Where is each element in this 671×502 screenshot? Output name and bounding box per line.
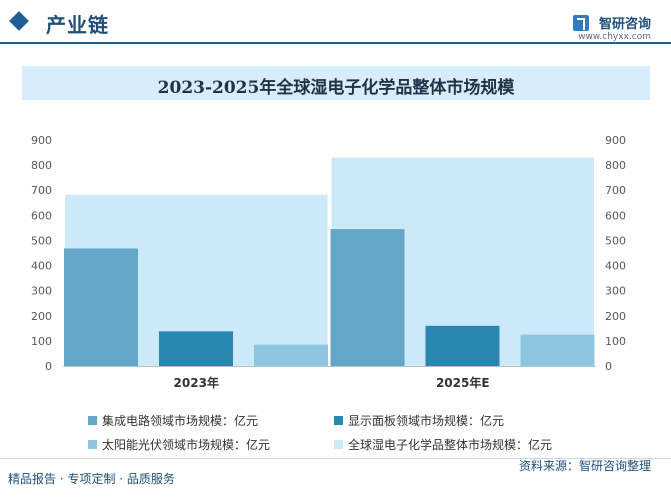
y-right-tick-label: 200 [605,310,626,323]
footer-source: 资料来源：智研咨询整理 [518,459,651,473]
legend-swatch [88,416,97,425]
legend-swatch [334,416,343,425]
y-right-tick-label: 300 [605,285,626,298]
legend-swatch [88,440,97,449]
legend-item: 太阳能光伏领域市场规模：亿元 [88,436,270,453]
footer-divider [0,458,671,459]
y-right-tick-label: 500 [605,234,626,247]
brand-url: www.chyxx.com [578,32,651,42]
bar-1 [159,331,233,366]
x-category-label: 2023年 [174,375,219,390]
header: 产业链 智研咨询 www.chyxx.com [0,0,671,48]
brand: 智研咨询 [572,12,651,32]
y-right-tick-label: 900 [605,134,626,147]
y-left-tick-label: 200 [31,310,52,323]
y-left-tick-label: 500 [31,234,52,247]
legend-item: 集成电路领域市场规模：亿元 [88,412,258,429]
footer-tagline: 精品报告 · 专项定制 · 品质服务 [8,472,175,486]
brand-name: 智研咨询 [598,17,651,32]
y-left-tick-label: 900 [31,134,52,147]
y-left-tick-label: 100 [31,335,52,348]
y-right-tick-label: 0 [605,360,612,373]
bar-chart: 0 100 200 300 400 500 600 700 800 900 0 100 200 300 40… [31,134,626,390]
y-left-tick-label: 300 [31,285,52,298]
brand-logo-icon [572,14,589,31]
y-right-tick-label: 700 [605,184,626,197]
legend-label: 太阳能光伏领域市场规模：亿元 [102,438,271,452]
bar-2 [520,334,595,366]
legend-label: 显示面板领域市场规模：亿元 [348,414,505,428]
bar-0 [64,248,138,366]
y-right-tick-label: 800 [605,159,626,172]
section-title: 产业链 [46,13,109,37]
bar-1 [425,325,500,366]
diamond-icon [9,11,29,31]
chart-title-band: 2023-2025年全球湿电子化学品整体市场规模 [22,66,650,100]
legend-item: 全球湿电子化学品整体市场规模：亿元 [334,436,552,453]
y-left-tick-label: 600 [31,209,52,222]
legend-label: 集成电路领域市场规模：亿元 [102,414,259,428]
x-category-label: 2025年E [436,375,490,390]
y-left-tick-label: 800 [31,159,52,172]
y-left-tick-label: 0 [45,360,52,373]
legend-swatch [334,440,343,449]
header-divider [0,42,671,44]
y-right-tick-label: 400 [605,260,626,273]
legend-item: 显示面板领域市场规模：亿元 [334,412,504,429]
y-left-tick-label: 700 [31,184,52,197]
y-left-tick-label: 400 [31,260,52,273]
legend-label: 全球湿电子化学品整体市场规模：亿元 [348,438,553,452]
bar-0 [330,229,405,366]
bar-2 [254,344,328,366]
y-right-tick-label: 600 [605,209,626,222]
chart-title: 2023-2025年全球湿电子化学品整体市场规模 [157,78,515,98]
y-right-tick-label: 100 [605,335,626,348]
